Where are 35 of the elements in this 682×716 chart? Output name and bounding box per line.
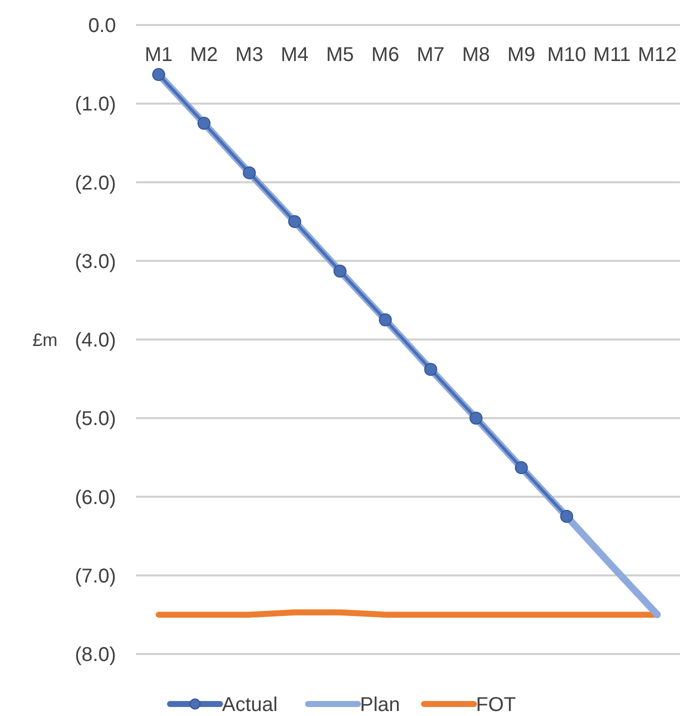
x-tick-label: M7	[416, 44, 445, 66]
y-axis-title: £m	[32, 330, 58, 350]
x-tick-label: M6	[371, 44, 400, 66]
y-tick-label: (4.0)	[74, 330, 116, 352]
point	[242, 166, 256, 180]
y-tick-label: (5.0)	[74, 408, 116, 430]
y-tick-label: (7.0)	[74, 565, 116, 588]
point	[288, 215, 302, 228]
x-tick-label: M2	[190, 44, 218, 66]
legend-label: Actual	[222, 694, 278, 716]
x-tick-label: M8	[462, 44, 490, 66]
y-tick-label: (8.0)	[74, 644, 116, 666]
x-tick-label: M4	[280, 44, 309, 66]
point	[378, 313, 392, 326]
x-tick-label: M1	[144, 44, 173, 66]
y-tick-label: (6.0)	[74, 486, 116, 509]
point	[470, 412, 482, 425]
x-tick-label: M10	[547, 44, 586, 66]
y-tick-label: (1.0)	[74, 94, 116, 116]
legend-label: FOT	[476, 694, 516, 716]
x-tick-label: M12	[638, 44, 677, 66]
x-tick-label: M3	[235, 44, 264, 66]
y-tick-label: 0.0	[88, 15, 116, 37]
point	[424, 362, 438, 376]
point	[198, 116, 210, 130]
point	[334, 264, 346, 278]
point	[514, 461, 528, 474]
point	[152, 68, 166, 82]
point	[560, 510, 574, 523]
legend-label: Plan	[360, 694, 400, 716]
y-tick-label: (3.0)	[74, 250, 116, 273]
y-tick-label: (2.0)	[74, 172, 116, 194]
x-tick-label: M5	[326, 44, 354, 66]
x-tick-label: M11	[593, 44, 631, 66]
x-tick-label: M9	[507, 44, 536, 66]
